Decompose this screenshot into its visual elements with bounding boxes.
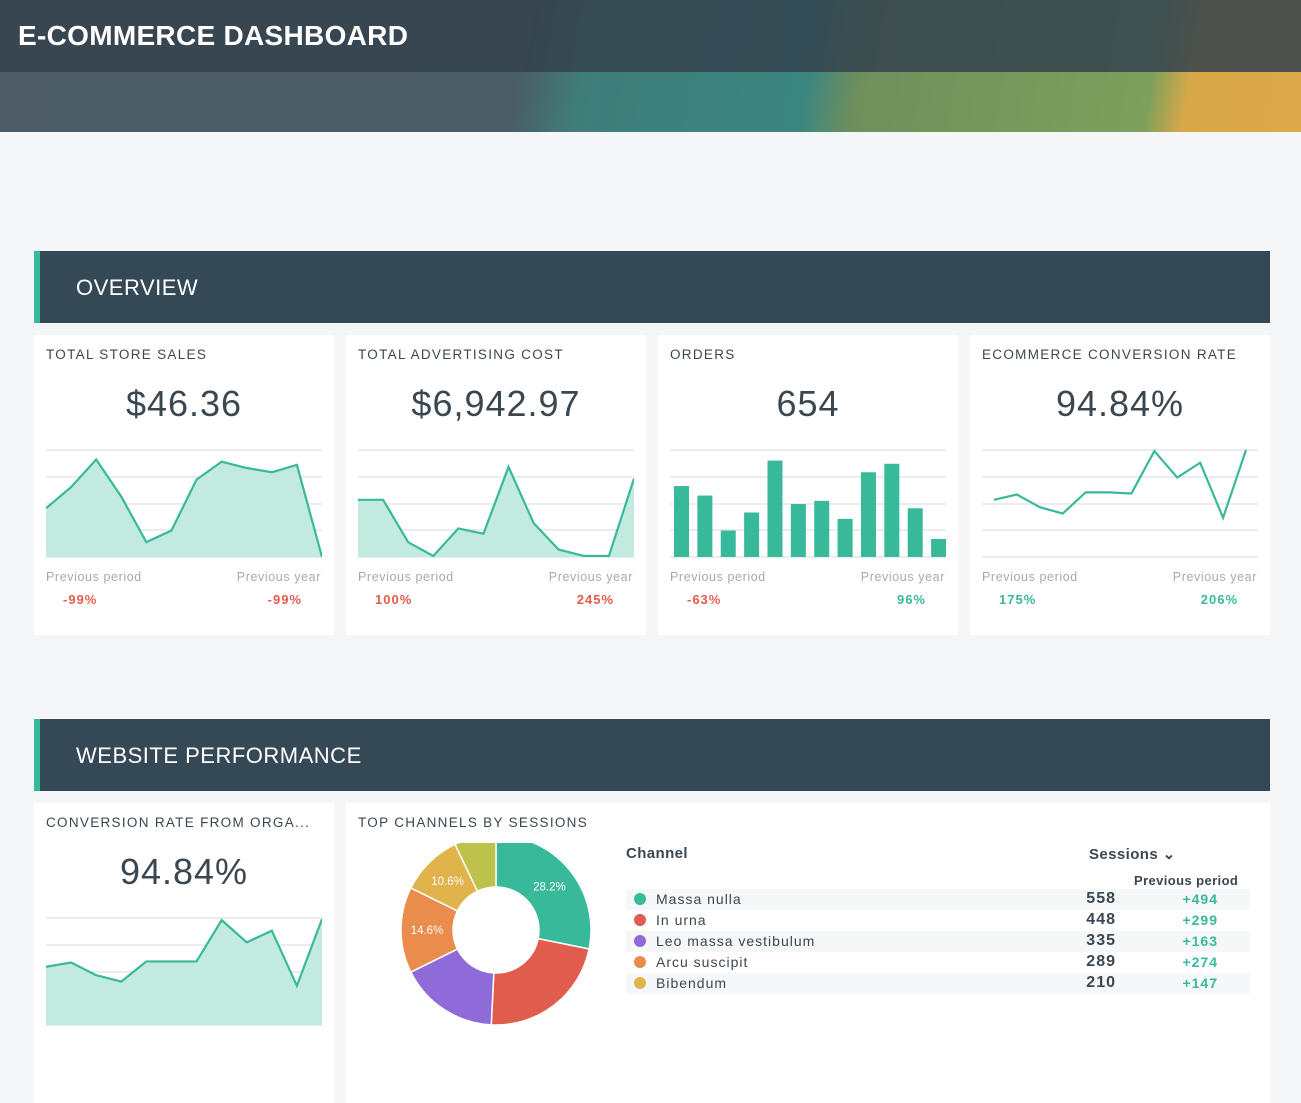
previous-period-delta: +147 — [1182, 975, 1218, 991]
previous-year-change: -99% — [267, 592, 302, 607]
card-title: ECOMMERCE CONVERSION RATE — [982, 347, 1238, 362]
previous-year-label: Previous year — [548, 570, 633, 584]
channel-name: Leo massa vestibulum — [656, 933, 816, 949]
table-row[interactable]: Massa nulla 558 +494 — [626, 889, 1250, 910]
previous-period-label: Previous period — [670, 570, 766, 584]
channel-name: Massa nulla — [656, 891, 742, 907]
card-value: 94.84% — [1055, 383, 1185, 424]
sparkline-chart — [46, 917, 322, 1026]
section-overview: OVERVIEW — [34, 251, 1270, 323]
sessions-value: 210 — [1086, 974, 1116, 991]
section-title: WEBSITE PERFORMANCE — [76, 743, 362, 768]
previous-year-label: Previous year — [1172, 570, 1257, 584]
previous-period-change: -99% — [63, 592, 98, 607]
card-title: TOTAL STORE SALES — [46, 347, 208, 362]
previous-year-change: 96% — [896, 592, 926, 607]
card-title: ORDERS — [670, 347, 736, 362]
slice-label: 14.6% — [411, 925, 444, 937]
previous-period-change: 175% — [999, 592, 1037, 607]
section-website-performance: WEBSITE PERFORMANCE — [34, 719, 1270, 791]
conversion-organic-card: CONVERSION RATE FROM ORGA... 94.84% — [34, 803, 334, 1103]
donut-chart: 28.2% 14.6% 10.6% — [400, 843, 592, 1026]
bar-mark — [790, 504, 806, 557]
area-fill — [358, 466, 634, 557]
bar-mark — [884, 463, 900, 557]
bar-mark — [860, 472, 876, 557]
sparkline-chart — [982, 449, 1258, 558]
chevron-down-icon: ⌄ — [1162, 846, 1176, 863]
kpi-card: ORDERS 654 Previous period Previous year… — [658, 335, 958, 635]
previous-period-label: Previous period — [982, 570, 1078, 584]
previous-period-label: Previous period — [46, 570, 142, 584]
sessions-value: 558 — [1086, 890, 1116, 907]
card-value: 654 — [776, 383, 840, 424]
legend-dot-icon — [634, 914, 646, 926]
channel-name: In urna — [656, 912, 707, 928]
sparkline-chart — [358, 449, 634, 558]
column-previous-period: Previous period — [1134, 873, 1239, 888]
slice-label: 28.2% — [533, 881, 566, 893]
card-title: CONVERSION RATE FROM ORGA... — [46, 815, 311, 830]
sparkline-chart — [46, 449, 322, 558]
previous-period-delta: +494 — [1182, 891, 1218, 907]
sparkline-chart — [670, 449, 946, 558]
previous-year-label: Previous year — [236, 570, 321, 584]
sessions-value: 335 — [1086, 932, 1116, 949]
card-value: 94.84% — [119, 851, 249, 892]
bar-mark — [674, 486, 689, 557]
bar-mark — [767, 460, 783, 557]
column-channel: Channel — [626, 845, 688, 862]
card-value: $6,942.97 — [411, 383, 581, 424]
series-line — [993, 449, 1248, 521]
legend-dot-icon — [634, 893, 646, 905]
previous-year-change: 245% — [576, 592, 614, 607]
bar-mark — [744, 512, 760, 557]
table-row[interactable]: Arcu suscipit 289 +274 — [626, 952, 1250, 973]
donut-slice — [495, 843, 592, 950]
slice-label: 10.6% — [431, 876, 464, 888]
channel-name: Bibendum — [656, 975, 728, 991]
table-row[interactable]: Bibendum 210 +147 — [626, 973, 1250, 994]
previous-period-change: 100% — [375, 592, 413, 607]
previous-period-delta: +299 — [1182, 912, 1218, 928]
table-row[interactable]: In urna 448 +299 — [626, 910, 1250, 931]
kpi-card: TOTAL STORE SALES $46.36 Previous period… — [34, 335, 334, 635]
bar-mark — [697, 495, 713, 557]
previous-year-change: 206% — [1200, 592, 1238, 607]
previous-period-delta: +163 — [1182, 933, 1218, 949]
bar-mark — [907, 508, 923, 557]
sessions-value: 448 — [1086, 911, 1116, 928]
previous-period-change: -63% — [687, 592, 722, 607]
area-fill — [46, 919, 322, 1025]
series-line — [46, 918, 322, 989]
previous-period-delta: +274 — [1182, 954, 1218, 970]
donut-slice — [490, 937, 590, 1026]
legend-dot-icon — [634, 977, 646, 989]
bar-mark — [837, 518, 853, 557]
card-title: TOP CHANNELS BY SESSIONS — [358, 815, 589, 830]
kpi-card: TOTAL ADVERTISING COST $6,942.97 Previou… — [346, 335, 646, 635]
bar-mark — [720, 530, 736, 557]
legend-dot-icon — [634, 935, 646, 947]
section-title: OVERVIEW — [76, 275, 199, 300]
header-banner: E-COMMERCE DASHBOARD — [0, 0, 1301, 132]
previous-period-label: Previous period — [358, 570, 454, 584]
bar-mark — [931, 538, 946, 557]
card-value: $46.36 — [125, 383, 243, 424]
sessions-sort-button[interactable]: Sessions ⌄ — [1089, 846, 1176, 863]
series-line — [358, 464, 634, 558]
card-title: TOTAL ADVERTISING COST — [358, 347, 564, 362]
series-line — [46, 457, 322, 558]
previous-year-label: Previous year — [860, 570, 945, 584]
legend-dot-icon — [634, 956, 646, 968]
kpi-card: ECOMMERCE CONVERSION RATE 94.84% Previou… — [970, 335, 1270, 635]
area-fill — [46, 459, 322, 557]
bar-mark — [814, 500, 830, 557]
sessions-value: 289 — [1086, 953, 1116, 970]
donut-slice — [454, 843, 497, 893]
channel-name: Arcu suscipit — [656, 954, 749, 970]
dashboard-title: E-COMMERCE DASHBOARD — [18, 20, 409, 51]
table-row[interactable]: Leo massa vestibulum 335 +163 — [626, 931, 1250, 952]
